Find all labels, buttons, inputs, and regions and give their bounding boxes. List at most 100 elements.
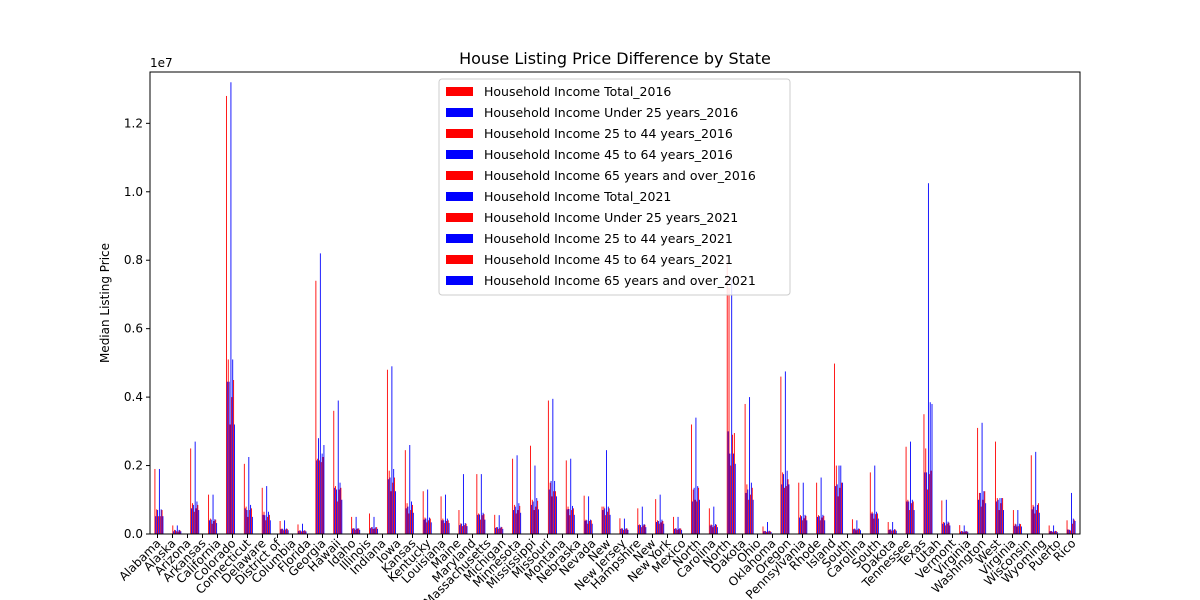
bar-delaware-s3 [282,528,284,534]
bar-district-of-columbia-s4 [301,531,303,534]
bar-oklahoma-s2 [800,515,801,534]
bar-oregon-s0 [816,482,818,534]
bar-florida-s4 [319,460,320,534]
bar-georgia-s1 [334,487,336,534]
bar-mississippi-s9 [591,523,593,534]
bar-new-hampshire-s4 [676,529,678,534]
bar-illinois-s1 [387,479,389,534]
bar-new-hampshire-s1 [674,528,675,534]
bar-south-dakota-s3 [890,529,892,534]
bar-ohio-s0 [780,376,782,534]
bar-colorado-s8 [251,508,252,534]
bar-new-mexico-s8 [716,524,717,534]
bar-alabama-s5 [158,468,160,534]
bar-rhode-island-s1 [852,529,854,534]
bar-wisconsin-s1 [1031,509,1033,534]
bar-california-s4 [229,424,231,534]
legend-entry: Household Income Total_2016 [484,84,671,99]
legend-swatch [446,234,473,243]
bar-new-jersey-s8 [698,487,700,534]
bar-utah-s9 [949,525,951,534]
bar-kansas-s9 [448,523,450,534]
bar-nevada-s9 [663,523,665,534]
legend-swatch [446,108,473,117]
bar-missouri-s0 [601,506,603,534]
bar-missouri-s9 [609,514,611,534]
bar-new-hampshire-s3 [675,528,677,534]
bar-north-carolina-s0 [744,403,746,534]
bar-idaho-s3 [371,527,373,534]
bar-arkansas-s1 [209,520,210,534]
bar-connecticut-s1 [262,514,264,534]
bar-ohio-s5 [784,371,786,534]
bar-idaho-s4 [372,528,374,534]
bar-montana-s2 [621,528,623,534]
bar-illinois-s9 [395,491,396,534]
bar-illinois-s0 [386,369,388,534]
bar-california-s8 [233,380,235,534]
bar-texas-s2 [925,448,927,534]
bar-indiana-s2 [406,503,408,534]
bar-oklahoma-s3 [801,516,802,534]
bar-alaska-s5 [176,525,178,534]
bar-montana-s3 [622,528,624,534]
bar-oregon-s2 [817,515,819,534]
bar-missouri-s4 [605,515,607,534]
bar-indiana-s9 [412,512,414,534]
bar-alaska-s7 [178,529,180,534]
bar-mississippi-s0 [583,495,585,534]
bar-south-carolina-s0 [869,472,871,534]
bar-alabama-s4 [158,516,159,534]
bar-maryland-s5 [516,455,518,534]
bar-georgia-s5 [337,400,339,534]
legend-swatch [446,255,473,264]
bar-district-of-columbia-s7 [303,530,305,534]
bar-new-york-s3 [729,453,731,534]
bar-illinois-s2 [388,470,390,534]
bar-alaska-s3 [175,530,176,534]
bar-nevada-s1 [656,522,658,534]
bar-oklahoma-s7 [804,514,806,534]
bar-florida-s2 [317,458,319,534]
bar-utah-s7 [947,521,949,534]
bar-vermont-s2 [961,530,962,534]
bar-pennsylvania-s2 [835,465,837,534]
bar-kansas-s8 [447,520,449,534]
bar-arizona-s3 [192,504,194,534]
bar-new-mexico-s9 [716,527,718,534]
bar-rhode-island-s9 [860,530,861,534]
bar-oklahoma-s6 [803,518,805,534]
y-tick-label: 1.0 [124,185,143,199]
bar-massachusetts-s0 [530,445,531,534]
bar-south-dakota-s8 [894,529,896,534]
bar-oklahoma-s4 [801,520,803,534]
bar-iowa-s9 [430,522,432,534]
bar-tennessee-s5 [910,441,911,534]
bar-arizona-s8 [197,504,199,534]
bar-iowa-s1 [423,519,425,534]
bar-nebraska-s4 [640,527,642,534]
bar-kentucky-s9 [466,526,468,534]
bar-arizona-s4 [193,511,195,534]
bar-connecticut-s4 [265,520,267,534]
bar-new-mexico-s5 [713,506,715,534]
legend-swatch [446,171,473,180]
bar-montana-s6 [624,529,626,534]
bar-missouri-s1 [602,510,604,534]
bar-north-dakota-s3 [765,531,767,534]
bar-indiana-s4 [408,513,410,534]
bar-florida-s9 [323,445,325,534]
bar-north-carolina-s6 [750,494,751,534]
bar-colorado-s9 [251,516,253,534]
bar-new-york-s4 [730,465,732,534]
bar-nebraska-s0 [637,508,639,534]
bar-maine-s3 [496,527,498,534]
bar-wisconsin-s9 [1038,512,1040,534]
bar-indiana-s6 [410,510,412,534]
legend-entry: Household Income Total_2021 [484,189,671,204]
bar-new-mexico-s6 [714,525,716,534]
bar-new-jersey-s6 [696,501,698,534]
bar-wisconsin-s0 [1030,455,1032,534]
bar-hawaii-s9 [359,529,361,534]
bar-puerto-rico-s4 [1070,530,1072,534]
